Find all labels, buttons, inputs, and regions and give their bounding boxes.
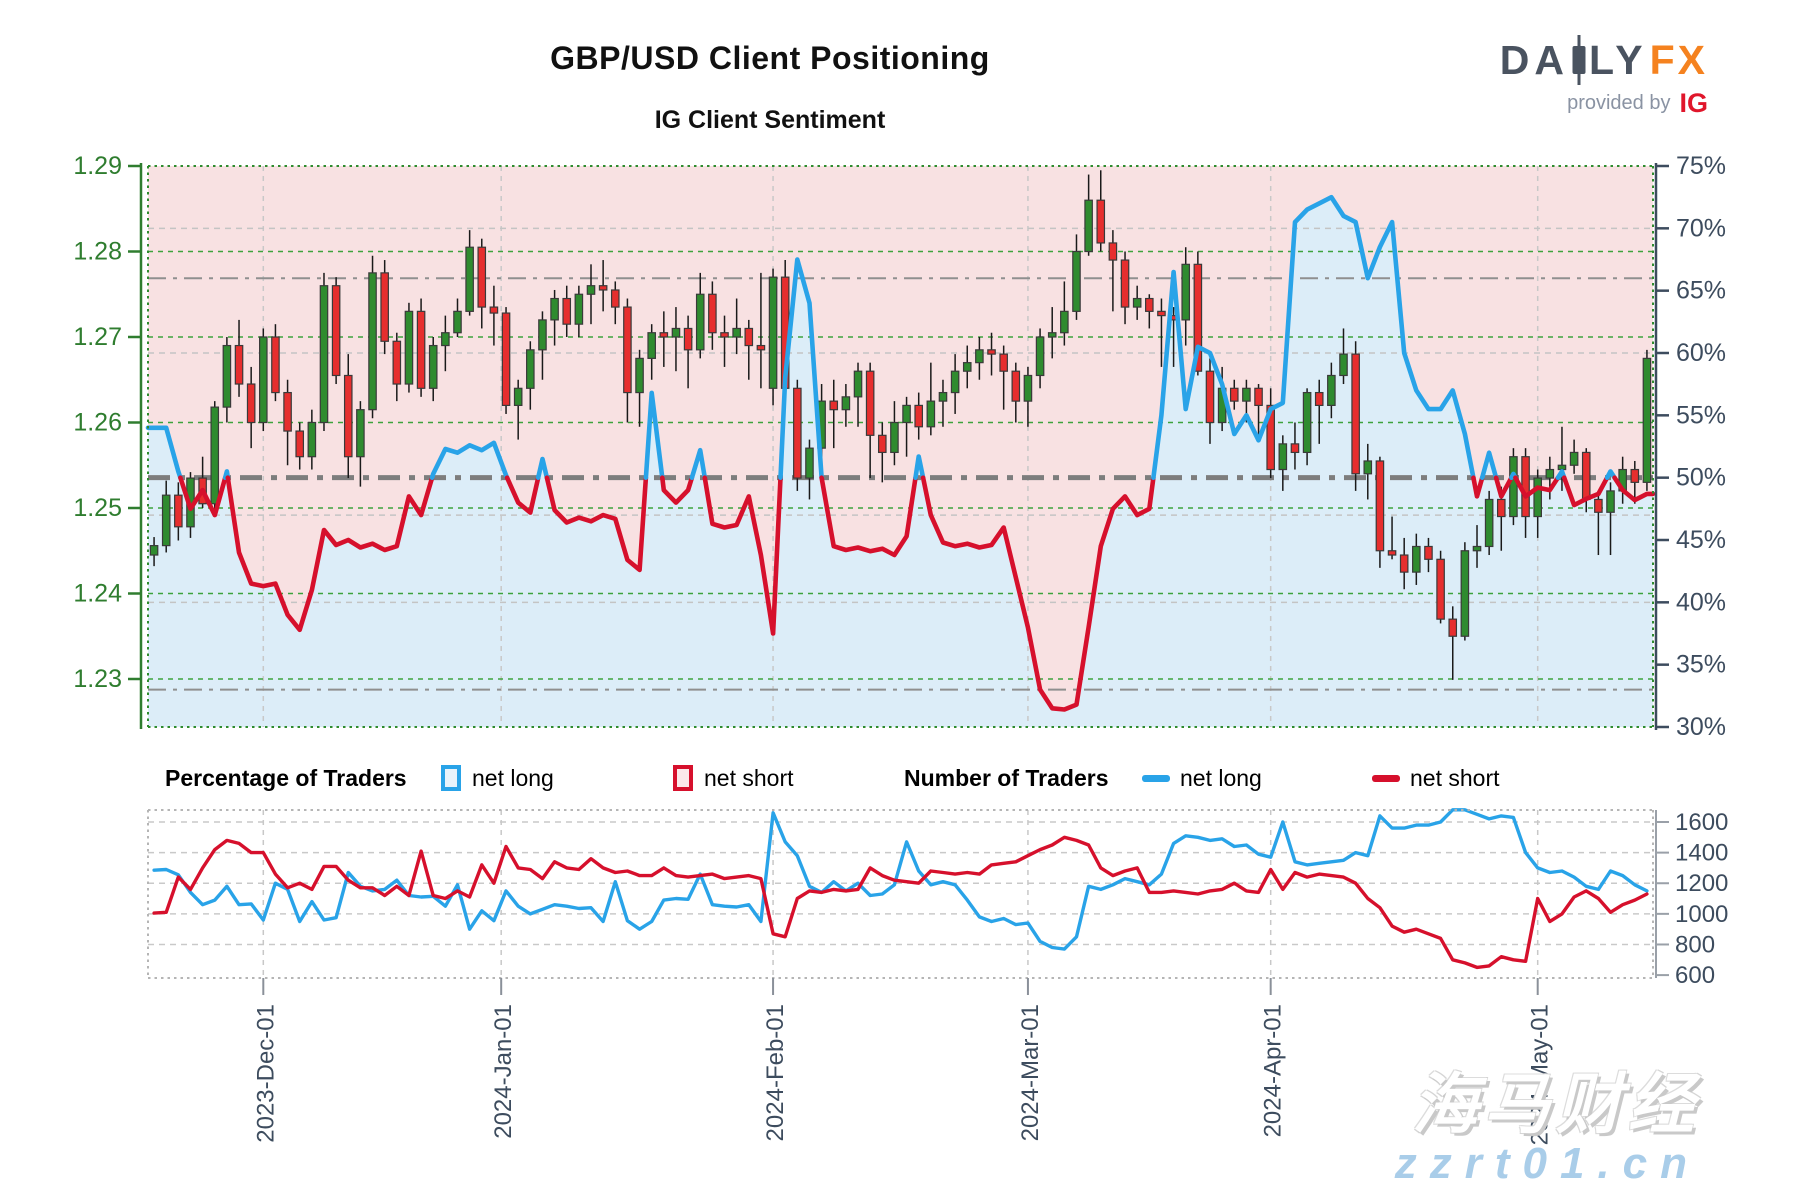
logo-text-ly: LY [1588,36,1648,83]
bottom-chart: 1600 1400 1200 1000 800 600 2023-Dec-01 2024-Ja… [147,808,1728,1145]
svg-text:1.25: 1.25 [73,494,122,522]
date-axis: 2023-Dec-01 2024-Jan-01 2024-Feb-01 2024-Ma… [252,978,1554,1145]
legend-pct-net-short [673,758,693,798]
pct-net-long-line [145,194,1656,712]
svg-text:1.28: 1.28 [73,238,122,266]
chart-title: IG Client Sentiment [654,106,886,134]
num-axis: 1600 1400 1200 1000 800 600 [1655,809,1728,989]
logo-text-da: DA [1499,36,1569,83]
legend-pct-title-text: Percentage of Traders [165,764,407,791]
legend-pct-net-long-label: net long [472,758,554,798]
num-net-long-dash-icon [1142,774,1170,782]
svg-text:2024-Jan-01: 2024-Jan-01 [490,1004,517,1139]
svg-text:2024-Feb-01: 2024-Feb-01 [762,1004,789,1141]
legend-pct-net-short-label: net short [704,758,794,798]
svg-text:35%: 35% [1676,651,1726,679]
pct-net-short-text: net short [704,764,794,791]
svg-text:1200: 1200 [1675,870,1728,897]
logo-tagline-row: provided by IG [1500,88,1708,119]
svg-text:40%: 40% [1676,588,1726,616]
svg-text:1400: 1400 [1675,840,1728,867]
svg-text:50%: 50% [1676,464,1726,492]
watermark-line2: zzrt01.cn [1394,1138,1700,1188]
legend-pct-title: Percentage of Traders [165,758,407,798]
num-net-short-text: net short [1410,764,1500,791]
svg-text:30%: 30% [1676,713,1726,741]
svg-text:60%: 60% [1676,339,1726,367]
svg-text:65%: 65% [1676,277,1726,305]
svg-text:75%: 75% [1676,152,1726,180]
svg-text:2024-Mar-01: 2024-Mar-01 [1017,1004,1044,1141]
dailyfx-logo-row: DA LY FX [1500,34,1708,86]
num-net-short-dash-icon [1372,774,1400,782]
svg-text:45%: 45% [1676,526,1726,554]
legend-num-title: Number of Traders [904,758,1109,798]
svg-text:70%: 70% [1676,214,1726,242]
pct-net-long-text: net long [472,764,554,791]
page-title: GBP/USD Client Positioning [550,40,990,76]
legend-pct-net-long [441,758,461,798]
watermark: 海马财经 zzrt01.cn [1395,1070,1700,1188]
logo-provided-by: provided by [1567,92,1671,114]
svg-text:55%: 55% [1676,401,1726,429]
svg-text:2023-Dec-01: 2023-Dec-01 [252,1004,279,1143]
legend-num-net-long [1142,758,1170,798]
pct-axis: 75% 70% 65% 60% 55% 50% 45% 40% 35% 30% [1654,152,1726,741]
num-traders-net-long-line [152,808,1649,951]
svg-text:1.23: 1.23 [73,665,122,693]
price-axis: 1.29 1.28 1.27 1.26 1.25 1.24 1.23 [73,152,143,729]
pct-net-long-swatch-icon [441,765,461,791]
svg-text:1.24: 1.24 [73,580,122,608]
legend-num-net-long-label: net long [1180,758,1262,798]
logo-candlestick-icon [1572,35,1586,85]
svg-text:1000: 1000 [1675,901,1728,928]
svg-text:800: 800 [1675,931,1715,958]
legend-num-net-short-label: net short [1410,758,1500,798]
svg-text:1.26: 1.26 [73,409,122,437]
num-net-long-text: net long [1180,764,1262,791]
legend-num-net-short [1372,758,1400,798]
svg-text:1.27: 1.27 [73,323,122,351]
pct-net-short-swatch-icon [673,765,693,791]
main-chart: 1.29 1.28 1.27 1.26 1.25 1.24 1.23 75% 70% 65% 60%… [73,152,1726,741]
legend-num-title-text: Number of Traders [904,764,1109,791]
svg-text:600: 600 [1675,962,1715,989]
watermark-line1: 海马财经 [1412,1067,1700,1142]
svg-text:1600: 1600 [1675,809,1728,836]
svg-text:2024-Apr-01: 2024-Apr-01 [1260,1004,1287,1137]
svg-text:1.29: 1.29 [73,152,122,180]
logo-text-fx: FX [1649,36,1708,83]
candlestick-series [149,170,1652,680]
ig-logo: IG [1679,88,1708,118]
num-traders-net-short-line [152,835,1649,970]
dailyfx-logo: DA LY FX provided by IG [1500,34,1708,119]
svg-text:2024-May-01: 2024-May-01 [1527,1004,1554,1145]
